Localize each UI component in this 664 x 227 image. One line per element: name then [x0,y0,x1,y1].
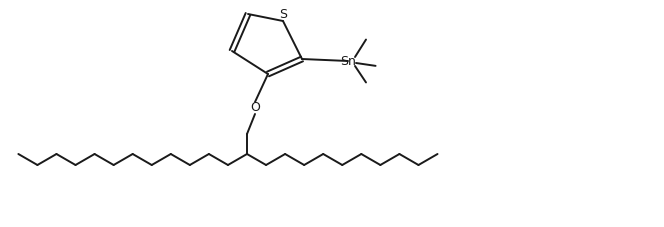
Text: O: O [250,101,260,114]
Text: Sn: Sn [340,55,356,68]
Text: S: S [279,8,287,21]
